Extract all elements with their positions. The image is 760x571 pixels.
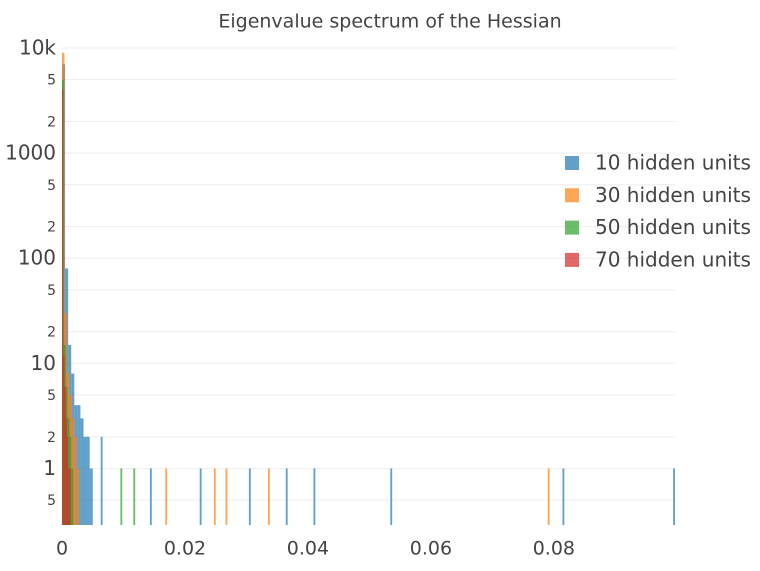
bar xyxy=(68,468,70,525)
bar xyxy=(63,355,65,525)
y-tick-label: 1 xyxy=(43,456,56,480)
bar xyxy=(71,468,74,525)
y-tick-label: 10k xyxy=(19,36,56,60)
y-tick-label: 5 xyxy=(47,73,56,89)
bar xyxy=(133,468,136,525)
y-tick-label: 2 xyxy=(47,114,56,130)
bar xyxy=(285,468,288,525)
y-tick-label: 5 xyxy=(47,493,56,509)
y-tick-label: 5 xyxy=(47,388,56,404)
x-tick-label: 0.06 xyxy=(410,538,452,560)
bar xyxy=(89,468,93,525)
x-tick-label: 0 xyxy=(56,538,68,560)
legend-label: 30 hidden units xyxy=(595,183,751,207)
legend-swatch xyxy=(565,156,579,170)
y-tick-label: 2 xyxy=(47,220,56,236)
legend-label: 70 hidden units xyxy=(595,247,751,271)
legend-label: 50 hidden units xyxy=(595,215,751,239)
bar xyxy=(100,436,103,525)
bar xyxy=(225,468,228,525)
bar xyxy=(66,436,69,525)
y-tick-label: 5 xyxy=(47,283,56,299)
bar xyxy=(149,468,152,525)
legend-swatch xyxy=(565,188,579,203)
series xyxy=(62,89,71,525)
y-tick-label: 100 xyxy=(18,246,56,270)
bar xyxy=(267,468,270,525)
chart-title: Eigenvalue spectrum of the Hessian xyxy=(218,11,561,33)
bar xyxy=(547,468,550,525)
legend-swatch xyxy=(565,220,579,235)
bar xyxy=(248,468,251,525)
bar xyxy=(562,468,565,525)
bar xyxy=(86,436,90,525)
bar xyxy=(65,418,67,525)
bar xyxy=(74,436,77,525)
x-tick-label: 0.02 xyxy=(164,538,206,560)
bar xyxy=(120,468,123,525)
y-tick-label: 5 xyxy=(47,178,56,194)
legend-swatch xyxy=(565,252,579,267)
bar xyxy=(673,468,675,525)
bar xyxy=(80,418,84,525)
y-tick-label: 2 xyxy=(47,325,56,341)
x-tick-label: 0.04 xyxy=(287,538,329,560)
bar xyxy=(390,468,393,525)
bar xyxy=(64,386,66,525)
legend-label: 10 hidden units xyxy=(595,151,751,175)
y-tick-label: 10 xyxy=(31,351,56,375)
bar xyxy=(76,468,80,525)
bar xyxy=(313,468,316,525)
bar xyxy=(213,468,216,525)
bar xyxy=(77,405,81,525)
bar xyxy=(62,89,64,525)
bar xyxy=(69,468,71,525)
grid xyxy=(62,47,675,501)
bar xyxy=(199,468,202,525)
bar xyxy=(165,468,168,525)
x-tick-label: 0.08 xyxy=(533,538,575,560)
y-tick-label: 1000 xyxy=(5,141,56,165)
y-tick-label: 2 xyxy=(47,430,56,446)
bar xyxy=(83,436,87,525)
